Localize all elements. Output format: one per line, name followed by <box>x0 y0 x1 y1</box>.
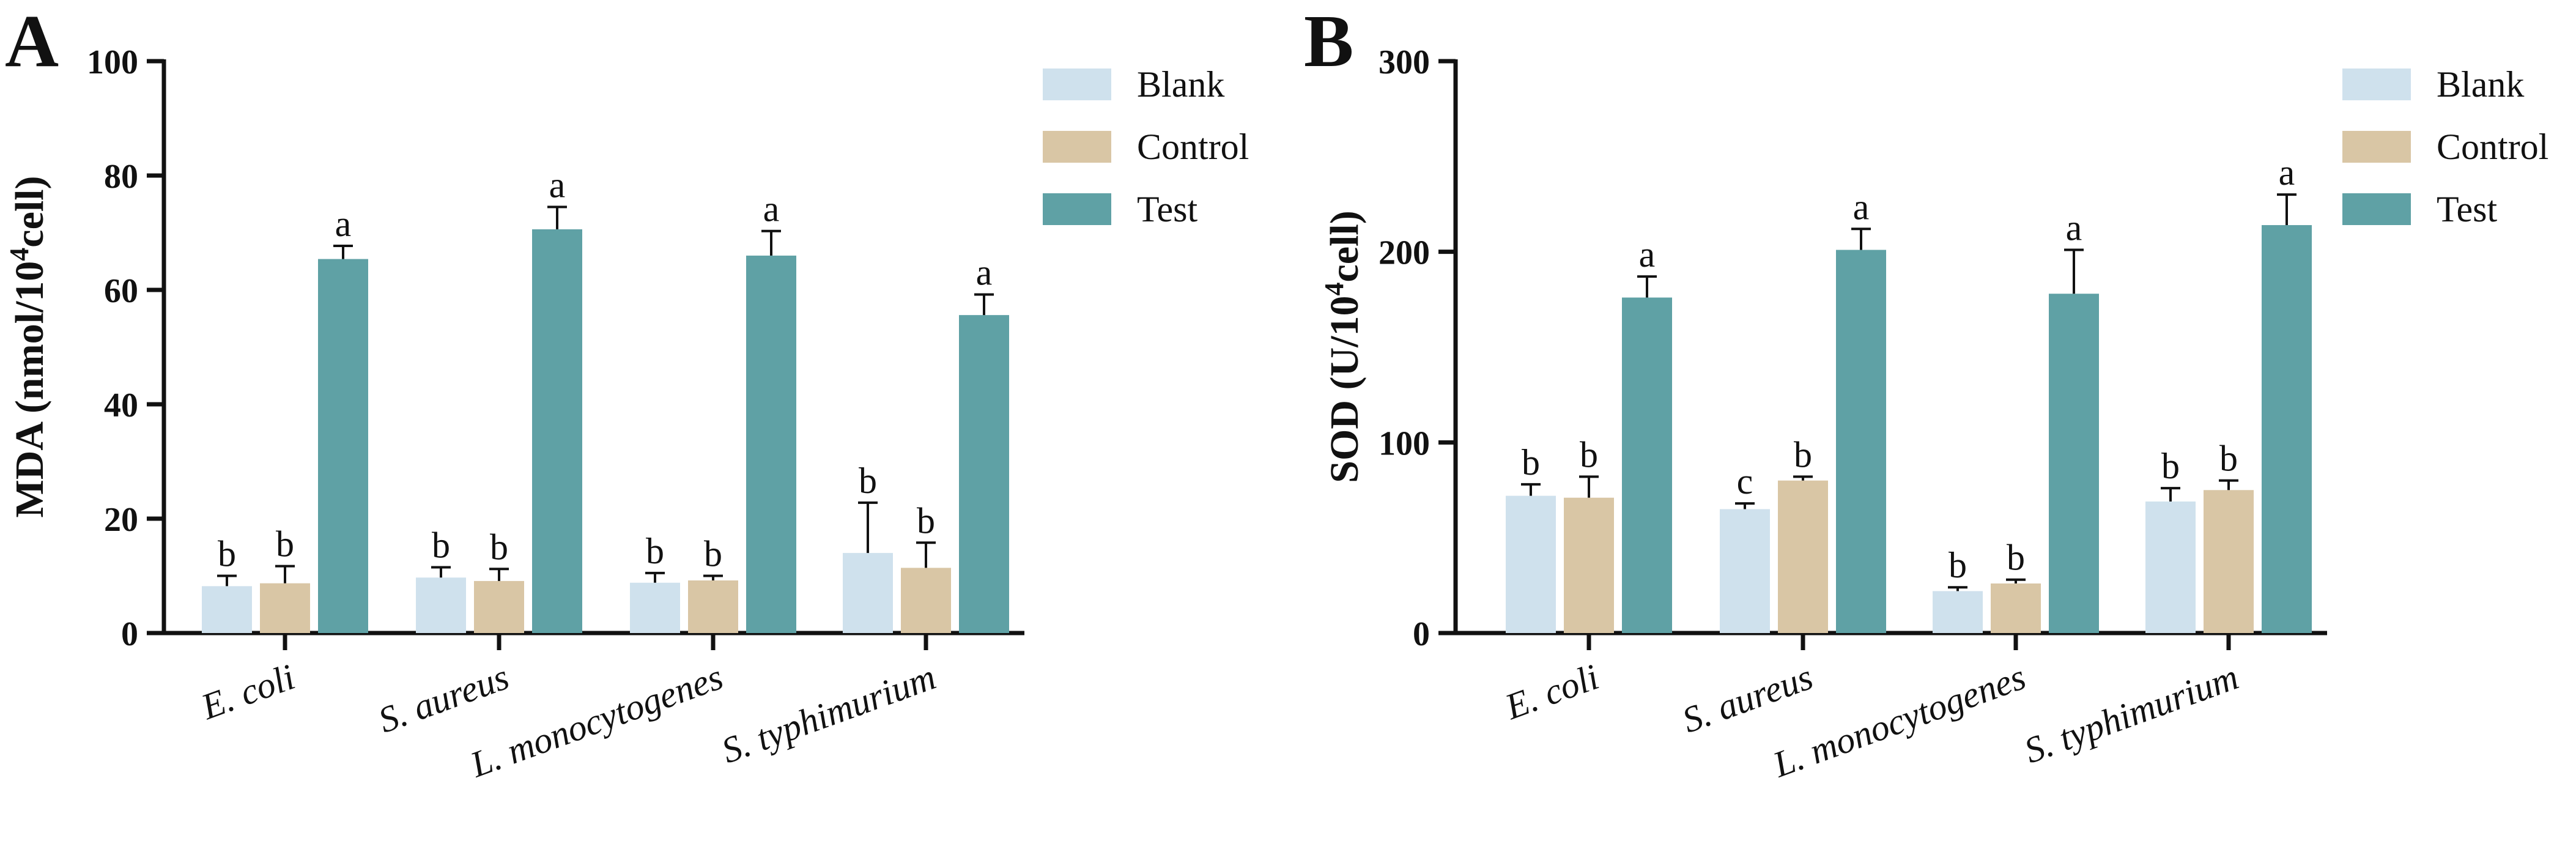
significance-letter: a <box>2279 152 2295 193</box>
legend-swatch-control <box>1043 131 1111 163</box>
y-axis-label: SOD (U/104cell) <box>1319 210 1367 483</box>
y-tick-label: 0 <box>121 615 138 653</box>
bar-control <box>1564 497 1614 633</box>
y-tick-label: 40 <box>104 387 138 424</box>
y-axis-label-superscript: 4 <box>1319 283 1349 296</box>
legend-label-test: Test <box>2437 189 2497 229</box>
bar-test <box>532 229 582 633</box>
y-tick-label: 80 <box>104 158 138 196</box>
bar-test <box>318 259 368 633</box>
y-tick-label: 300 <box>1379 43 1430 81</box>
significance-letter: a <box>335 204 352 244</box>
x-category-label: S. typhimurium <box>2019 656 2243 771</box>
y-axis-label: MDA (nmol/104cell) <box>4 176 52 517</box>
legend-swatch-test <box>2342 193 2411 225</box>
significance-letter: a <box>976 252 993 292</box>
bar-blank <box>202 586 252 633</box>
y-axis-label-end: cell) <box>1322 210 1367 282</box>
significance-letter: b <box>2219 439 2238 479</box>
significance-letter: b <box>218 534 236 574</box>
y-tick-label: 100 <box>87 43 138 81</box>
bar-control <box>474 580 524 633</box>
significance-letter: b <box>2007 538 2025 578</box>
legend-label-control: Control <box>1137 127 1249 167</box>
panel-letter: B <box>1304 0 1353 83</box>
significance-letter: b <box>704 534 722 574</box>
y-axis-label-main: SOD (U/10 <box>1322 296 1367 483</box>
legend-swatch-blank <box>1043 69 1111 100</box>
significance-letter: b <box>432 525 450 565</box>
bar-control <box>1778 480 1828 633</box>
bar-blank <box>416 577 466 633</box>
x-category-label: S. aureus <box>373 656 514 741</box>
significance-letter: a <box>549 165 566 205</box>
bar-blank <box>2145 501 2196 633</box>
significance-letter: b <box>859 461 877 501</box>
bar-test <box>959 315 1009 633</box>
bar-control <box>1991 583 2041 633</box>
significance-letter: a <box>1639 234 1656 275</box>
bar-blank <box>1933 591 1983 633</box>
bar-test <box>746 255 796 633</box>
x-category-label: S. typhimurium <box>716 656 941 771</box>
significance-letter: a <box>1853 187 1870 227</box>
y-axis-label-end: cell) <box>7 176 52 247</box>
bar-test <box>1622 297 1672 633</box>
x-category-label: E. coli <box>196 656 300 727</box>
significance-letter: c <box>1737 461 1753 502</box>
legend-label-blank: Blank <box>2437 64 2524 105</box>
bar-test <box>1836 250 1886 633</box>
panel-letter: A <box>5 0 59 83</box>
significance-letter: b <box>490 527 508 567</box>
y-tick-label: 20 <box>104 501 138 539</box>
y-tick-label: 60 <box>104 272 138 310</box>
legend-swatch-blank <box>2342 69 2411 100</box>
legend-label-control: Control <box>2437 127 2548 167</box>
bar-test <box>2262 225 2312 633</box>
legend-label-test: Test <box>1137 189 1197 229</box>
legend-swatch-test <box>1043 193 1111 225</box>
significance-letter: a <box>763 189 780 229</box>
y-axis-label-main: MDA (nmol/10 <box>7 261 52 518</box>
significance-letter: b <box>2161 446 2180 486</box>
significance-letter: b <box>917 500 935 541</box>
bar-blank <box>1720 509 1770 633</box>
bar-control <box>688 580 738 633</box>
bar-control <box>2204 490 2254 633</box>
bar-blank <box>843 553 893 633</box>
significance-letter: b <box>646 531 664 571</box>
y-tick-label: 0 <box>1413 615 1430 653</box>
significance-letter: b <box>1794 434 1812 475</box>
bar-blank <box>630 582 680 633</box>
bar-control <box>901 568 951 633</box>
y-axis-label-superscript: 4 <box>4 248 34 261</box>
significance-letter: b <box>1522 442 1540 483</box>
legend-swatch-control <box>2342 131 2411 163</box>
bar-test <box>2049 294 2099 633</box>
y-tick-label: 100 <box>1379 424 1430 462</box>
significance-letter: a <box>2066 208 2082 248</box>
legend-label-blank: Blank <box>1137 64 1224 105</box>
x-category-label: E. coli <box>1500 656 1604 727</box>
bar-control <box>260 583 310 633</box>
significance-letter: b <box>1580 434 1598 475</box>
x-category-label: S. aureus <box>1677 656 1818 741</box>
bar-blank <box>1506 495 1556 633</box>
y-tick-label: 200 <box>1379 234 1430 272</box>
significance-letter: b <box>1949 545 1967 585</box>
significance-letter: b <box>276 524 294 565</box>
